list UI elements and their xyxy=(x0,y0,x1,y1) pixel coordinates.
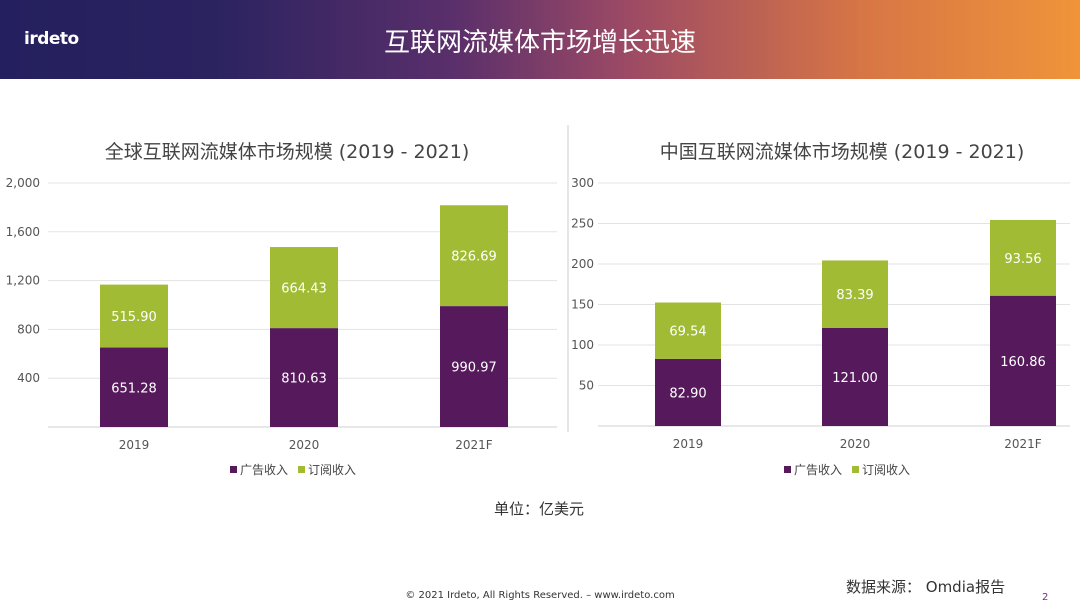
data-label: 83.39 xyxy=(836,288,873,303)
bar-subscription xyxy=(655,302,721,359)
data-label: 651.28 xyxy=(111,381,157,396)
legend-label: 广告收入 xyxy=(240,463,288,477)
y-tick-label: 200 xyxy=(571,257,594,271)
chart-title: 中国互联网流媒体市场规模 (2019 - 2021) xyxy=(660,141,1025,163)
data-label: 515.90 xyxy=(111,310,157,325)
legend-label: 订阅收入 xyxy=(862,463,910,477)
legend-label: 广告收入 xyxy=(794,463,842,477)
legend-swatch xyxy=(298,466,305,473)
data-label: 82.90 xyxy=(669,386,706,401)
y-tick-label: 150 xyxy=(571,298,594,312)
header-banner: irdeto 互联网流媒体市场增长迅速 xyxy=(0,0,1080,79)
legend-swatch xyxy=(852,466,859,473)
data-label: 160.86 xyxy=(1000,355,1046,370)
unit-label: 单位：亿美元 xyxy=(494,500,585,518)
y-tick-label: 1,200 xyxy=(6,274,40,288)
y-tick-label: 400 xyxy=(17,371,40,385)
irdeto-logo: irdeto xyxy=(24,29,79,49)
x-tick-label: 2020 xyxy=(840,437,871,451)
x-tick-label: 2019 xyxy=(673,437,704,451)
bar-subscription xyxy=(100,284,168,348)
page-number: 2 xyxy=(1042,592,1049,603)
y-tick-label: 1,600 xyxy=(6,225,40,239)
y-tick-label: 250 xyxy=(571,217,594,231)
bar-subscription xyxy=(270,247,338,329)
y-tick-label: 800 xyxy=(17,322,40,336)
bar-ad xyxy=(440,306,508,427)
y-tick-label: 100 xyxy=(571,338,594,352)
copyright: © 2021 Irdeto, All Rights Reserved. – ww… xyxy=(405,590,675,601)
legend-label: 订阅收入 xyxy=(308,463,356,477)
data-label: 810.63 xyxy=(281,372,327,387)
y-tick-label: 2,000 xyxy=(6,176,40,190)
bar-subscription xyxy=(990,219,1056,296)
x-tick-label: 2020 xyxy=(289,438,320,452)
bar-ad xyxy=(822,327,888,426)
data-label: 826.69 xyxy=(451,250,497,265)
slide-title: 互联网流媒体市场增长迅速 xyxy=(383,28,696,58)
y-tick-label: 50 xyxy=(579,379,594,393)
bar-subscription xyxy=(440,205,508,307)
x-tick-label: 2021F xyxy=(1004,437,1042,451)
bar-ad xyxy=(990,295,1056,426)
chart-title: 全球互联网流媒体市场规模 (2019 - 2021) xyxy=(105,141,470,163)
bar-ad xyxy=(100,347,168,427)
bar-subscription xyxy=(822,260,888,328)
data-label: 69.54 xyxy=(669,325,706,340)
data-label: 121.00 xyxy=(832,371,878,386)
data-label: 664.43 xyxy=(281,282,327,297)
bar-ad xyxy=(270,328,338,427)
x-tick-label: 2021F xyxy=(455,438,493,452)
legend-swatch xyxy=(230,466,237,473)
legend-swatch xyxy=(784,466,791,473)
data-label: 990.97 xyxy=(451,361,497,376)
x-tick-label: 2019 xyxy=(119,438,150,452)
data-label: 93.56 xyxy=(1004,252,1041,267)
y-tick-label: 300 xyxy=(571,176,594,190)
bar-ad xyxy=(655,358,721,426)
source-label: 数据来源： Omdia报告 xyxy=(846,578,1006,596)
